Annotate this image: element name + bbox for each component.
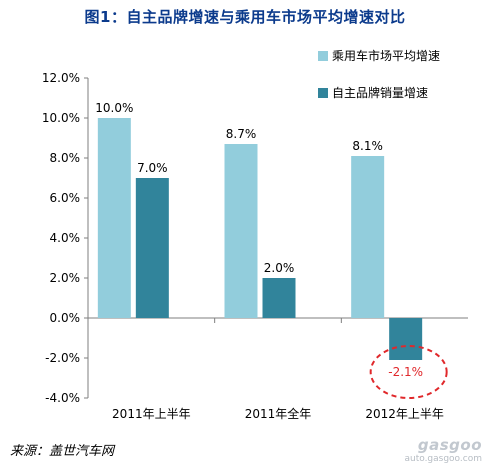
chart-title: 图1：自主品牌增速与乘用车市场平均增速对比 <box>84 8 406 26</box>
data-label: 7.0% <box>137 161 168 175</box>
annotation-ellipse <box>369 345 448 399</box>
legend-label: 乘用车市场平均增速 <box>332 48 440 63</box>
bar <box>97 118 131 318</box>
x-tick-label: 2011年全年 <box>245 406 312 421</box>
watermark-url: auto.gasgoo.com <box>404 454 482 464</box>
legend-label: 自主品牌销量增速 <box>332 86 428 100</box>
y-tick-label: 2.0% <box>50 271 81 285</box>
y-tick-label: -4.0% <box>45 391 80 405</box>
watermark-logo: gasgoo <box>417 436 482 454</box>
y-tick-label: -2.0% <box>45 351 80 365</box>
source-note: 来源：盖世汽车网 <box>10 444 115 459</box>
x-tick-label: 2012年上半年 <box>365 407 444 421</box>
bar <box>262 278 296 318</box>
watermark: gasgoo auto.gasgoo.com <box>402 436 482 464</box>
data-label: 2.0% <box>264 261 295 275</box>
data-label: 8.1% <box>352 139 383 153</box>
bar <box>389 318 423 360</box>
chart-annotation <box>369 345 448 399</box>
chart-axes: -4.0% -2.0% 0.0% 2.0% 4.0% 6.0% 8.0% 10.0% 12.0%… <box>42 71 468 421</box>
data-label: 10.0% <box>95 101 133 115</box>
y-tick-label: 8.0% <box>50 151 81 165</box>
legend-swatch <box>318 88 328 98</box>
data-label: 8.7% <box>226 127 257 141</box>
bar <box>135 178 169 318</box>
data-label: -2.1% <box>388 365 423 379</box>
y-tick-label: 12.0% <box>42 71 80 85</box>
bar <box>224 144 258 318</box>
x-tick-label: 2011年上半年 <box>112 407 191 421</box>
chart-data-labels: 10.0% 8.7% 8.1% 7.0% 2.0% -2.1% <box>95 101 423 379</box>
y-tick-label: 0.0% <box>50 311 81 325</box>
y-tick-label: 4.0% <box>50 231 81 245</box>
bar <box>351 156 385 318</box>
y-tick-label: 10.0% <box>42 111 80 125</box>
y-tick-label: 6.0% <box>50 191 81 205</box>
chart-bars <box>97 118 423 360</box>
legend-swatch <box>318 51 328 61</box>
